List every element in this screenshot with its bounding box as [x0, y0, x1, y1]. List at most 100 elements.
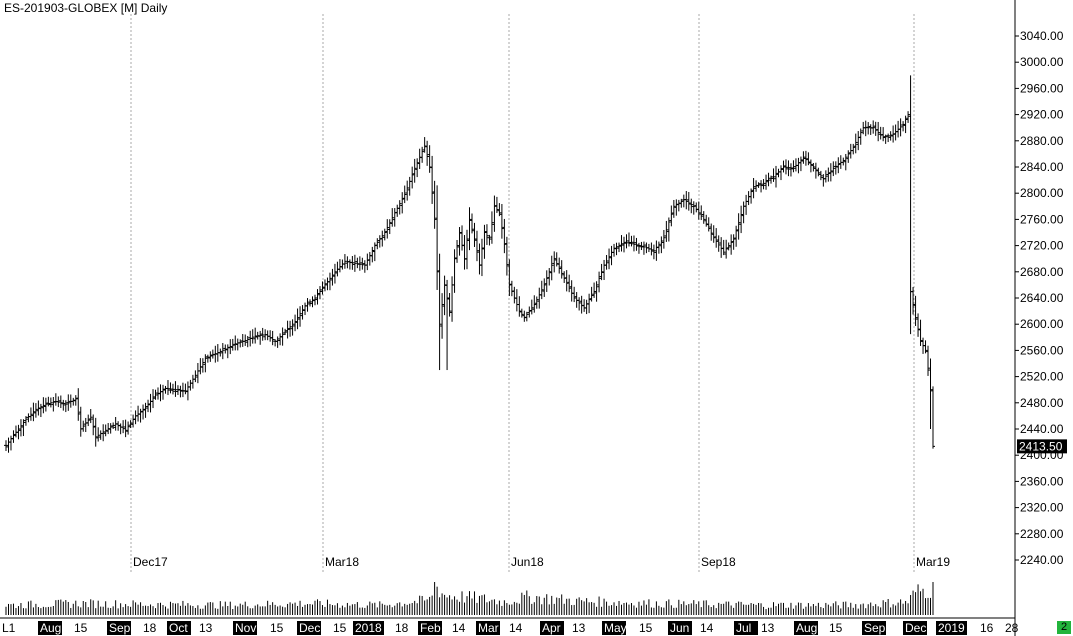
ohlc-bar	[539, 280, 544, 300]
time-tick-label: 18	[143, 621, 157, 635]
ohlc-bar	[484, 224, 489, 245]
ohlc-bar	[288, 320, 293, 337]
contract-markers: Dec17 Mar18 Jun18 Sep18 Mar19	[133, 555, 950, 569]
ohlc-bar	[911, 287, 916, 315]
ohlc-bar	[168, 382, 173, 394]
time-tick-label: 2019	[938, 621, 965, 635]
ohlc-bar	[592, 282, 597, 298]
ohlc-bar	[666, 217, 671, 242]
ohlc-bar	[295, 308, 300, 330]
ohlc-bar	[21, 419, 26, 437]
ohlc-bar	[188, 379, 193, 391]
ohlc-bar	[754, 180, 759, 192]
time-tick-label: 16	[980, 621, 994, 635]
price-axis[interactable]: 3040.00 3000.00 2960.00 2920.00 2880.00 2840.…	[1014, 0, 1064, 636]
ohlc-bar	[56, 396, 61, 408]
ohlc-bar	[8, 435, 13, 451]
ohlc-bar	[16, 424, 21, 440]
ohlc-bar	[631, 235, 636, 252]
ohlc-bar	[714, 228, 719, 248]
ohlc-bar	[514, 289, 519, 312]
ohlc-bar	[696, 201, 701, 220]
ohlc-bar	[771, 168, 776, 182]
ohlc-bar	[669, 205, 674, 227]
ohlc-bar	[422, 137, 427, 153]
ohlc-bar	[165, 380, 170, 396]
ohlc-bar	[53, 393, 58, 406]
ohlc-bar	[597, 271, 602, 293]
ohlc-bar	[863, 120, 868, 137]
ohlc-bar	[465, 229, 470, 270]
ohlc-bar	[636, 242, 641, 254]
ohlc-bar	[823, 170, 828, 183]
time-label-highlight	[936, 621, 967, 635]
ohlc-bar	[240, 334, 245, 347]
ohlc-bar	[41, 397, 46, 414]
ohlc-bar	[916, 313, 921, 337]
ohlc-bar	[238, 339, 243, 348]
ohlc-bar	[579, 295, 584, 314]
price-tick-label: 2480.00	[1020, 396, 1064, 410]
ohlc-bar	[298, 306, 303, 327]
time-label-highlight	[297, 621, 321, 635]
ohlc-bar	[626, 232, 631, 247]
ohlc-bar	[826, 167, 831, 182]
ohlc-bar	[43, 397, 48, 412]
ohlc-bar	[417, 148, 422, 170]
ohlc-bar	[788, 163, 793, 177]
ohlc-bar	[255, 331, 260, 340]
ohlc-bar	[766, 172, 771, 187]
ohlc-bar	[886, 133, 891, 143]
ohlc-bar	[220, 343, 225, 360]
ohlc-bar	[828, 163, 833, 182]
ohlc-bar	[243, 334, 248, 346]
ohlc-bar	[778, 165, 783, 181]
ohlc-bar	[170, 383, 175, 395]
contract-marker-label: Jun18	[511, 555, 544, 569]
price-tick-label: 2800.00	[1020, 186, 1064, 200]
ohlc-bar	[382, 228, 387, 241]
ohlc-bar	[48, 397, 53, 408]
ohlc-bar	[203, 354, 208, 373]
time-tick-label: Aug	[796, 621, 817, 635]
ohlc-bar	[646, 243, 651, 253]
ohlc-bar	[66, 394, 71, 411]
ohlc-bar	[405, 180, 410, 201]
time-axis[interactable]: L1 Aug 15 Sep 18 Oct 13 Nov 15 Dec 15 2018 18 Feb 14 Ma…	[0, 617, 1019, 635]
ohlc-bar	[400, 192, 405, 214]
ohlc-bar	[848, 143, 853, 159]
ohlc-bar	[796, 157, 801, 174]
time-tick-label: May	[604, 621, 627, 635]
contract-gridlines	[130, 14, 915, 572]
ohlc-bar	[160, 384, 165, 400]
ohlc-bar	[258, 330, 263, 345]
contract-marker-label: Sep18	[701, 555, 736, 569]
ohlc-bar	[462, 235, 467, 270]
ohlc-bar	[609, 245, 614, 266]
ohlc-bar	[786, 160, 791, 177]
ohlc-bar	[101, 424, 106, 442]
price-tick-label: 2760.00	[1020, 212, 1064, 226]
ohlc-bar	[704, 214, 709, 227]
ohlc-bar	[320, 281, 325, 295]
ohlc-bar	[46, 396, 51, 407]
contract-marker-label: Dec17	[133, 555, 168, 569]
ohlc-bar	[38, 403, 43, 418]
ohlc-bar	[377, 235, 382, 248]
time-tick-label: Feb	[420, 621, 441, 635]
ohlc-bar	[532, 295, 537, 313]
ohlc-bar	[798, 156, 803, 172]
ohlc-bar	[133, 410, 138, 425]
time-label-highlight	[107, 621, 131, 635]
ohlc-bar	[572, 286, 577, 303]
ohlc-bar	[639, 241, 644, 251]
ohlc-bar	[868, 124, 873, 135]
ohlc-bar	[313, 294, 317, 306]
ohlc-bar	[694, 202, 699, 213]
ohlc-bar	[315, 289, 320, 305]
ohlc-bar	[273, 339, 278, 347]
ohlc-bar	[903, 115, 908, 134]
ohlc-bar	[564, 270, 569, 292]
